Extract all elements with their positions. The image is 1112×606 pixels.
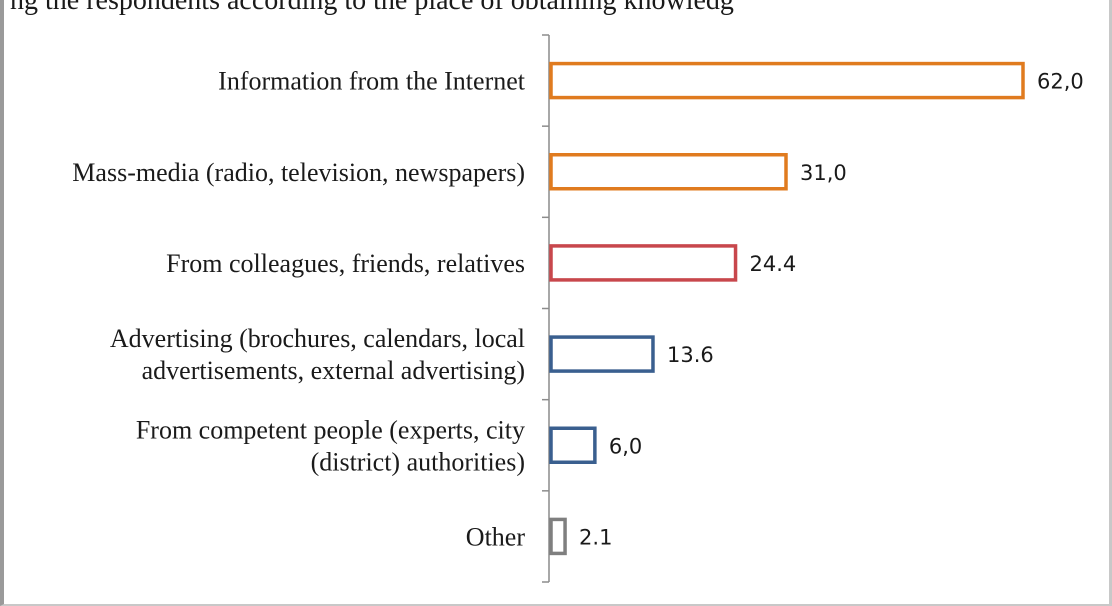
value-label: 62,0 xyxy=(1037,70,1084,94)
category-label: Advertising (brochures, calendars, local xyxy=(110,324,525,353)
category-label: (district) authorities) xyxy=(311,447,525,476)
bar xyxy=(549,426,597,464)
caption-text: ng the respondents according to the plac… xyxy=(10,0,734,16)
bar xyxy=(549,335,655,373)
category-label: From colleagues, friends, relatives xyxy=(166,249,525,278)
y-axis xyxy=(542,34,550,583)
bar xyxy=(549,61,1025,100)
category-label: Other xyxy=(466,522,526,551)
value-label: 31,0 xyxy=(800,161,847,185)
category-label: Information from the Internet xyxy=(218,67,526,96)
category-label: From competent people (experts, city xyxy=(136,415,525,444)
value-labels: 62,0 31,0 24.4 13.6 6,0 2.1 xyxy=(579,70,1084,550)
value-label: 2.1 xyxy=(579,525,612,549)
bars xyxy=(549,61,1025,556)
bar xyxy=(549,517,567,556)
bar xyxy=(549,244,738,282)
category-labels: Information from the Internet Mass-media … xyxy=(72,67,525,552)
category-label: advertisements, external advertising) xyxy=(142,356,525,385)
value-label: 13.6 xyxy=(667,343,714,367)
value-label: 6,0 xyxy=(609,434,642,458)
category-label: Mass-media (radio, television, newspaper… xyxy=(72,158,525,187)
bar xyxy=(549,153,788,191)
value-label: 24.4 xyxy=(750,252,797,276)
